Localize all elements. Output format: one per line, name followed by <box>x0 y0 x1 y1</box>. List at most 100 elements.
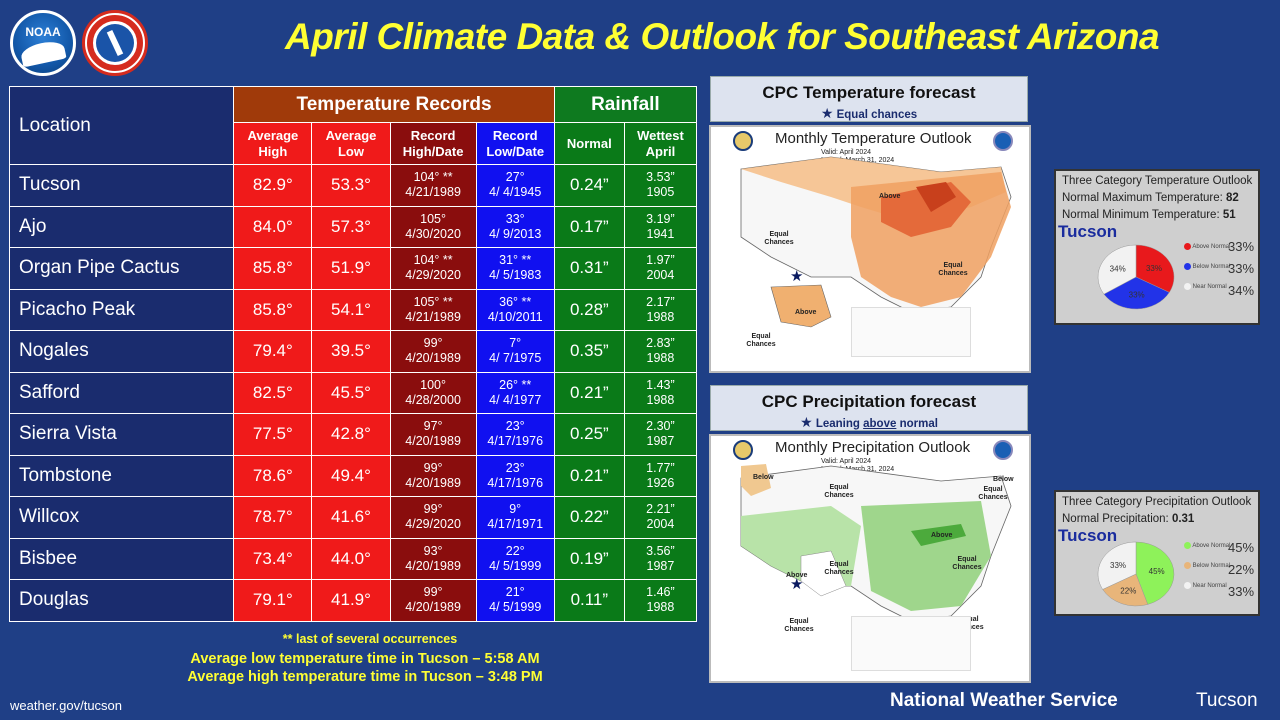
star-icon: ★ <box>800 414 813 430</box>
normal-rain-cell: 0.25” <box>553 413 625 456</box>
pie-label-below-normal: 33% <box>1129 291 1145 300</box>
location-header: Location <box>8 86 235 165</box>
precip-map-legend <box>851 616 971 671</box>
avg-low-cell: 49.4° <box>311 454 391 497</box>
pie-label-near-normal: 34% <box>1110 265 1126 274</box>
avg-high-cell: 84.0° <box>233 205 313 248</box>
precip-map-title: Monthly Precipitation Outlook <box>775 439 971 456</box>
pie-label-above-normal: 45% <box>1149 567 1165 576</box>
website-link[interactable]: weather.gov/tucson <box>10 698 123 713</box>
temp-legend-below: Below Normal <box>1184 263 1230 271</box>
table-row: Tombstone 78.6° 49.4° 99° 4/20/1989 23° 4/17/1… <box>8 454 698 497</box>
wettest-april-cell: 2.21” 2004 <box>623 496 698 539</box>
precip-label-equal1: Equal Chances <box>824 484 854 499</box>
location-cell: Bisbee <box>8 537 235 580</box>
normal-rain-header: Normal <box>553 122 625 165</box>
temp-forecast-subtitle: ★ Equal chances <box>820 105 918 121</box>
temp-pct-near: 34% <box>1228 283 1255 298</box>
normal-rain-cell: 0.35” <box>553 330 625 373</box>
above-dot-icon <box>1184 243 1191 250</box>
noaa-seal-icon <box>733 440 753 460</box>
precip-pie-chart: 45% 22% 33% <box>1097 541 1175 607</box>
avg-high-cell: 79.1° <box>233 579 313 622</box>
temp-pct-below: 33% <box>1228 261 1255 276</box>
avg-low-cell: 41.9° <box>311 579 391 622</box>
table-row: Douglas 79.1° 41.9° 99° 4/20/1989 21° 4/ 5/199… <box>8 579 698 622</box>
record-high-cell: 104° ** 4/21/1989 <box>389 164 477 207</box>
precip-outlook-map: Monthly Precipitation Outlook Valid: Apr… <box>709 434 1031 683</box>
record-high-cell: 99° 4/20/1989 <box>389 330 477 373</box>
avg-high-cell: 73.4° <box>233 537 313 580</box>
avg-low-cell: 41.6° <box>311 496 391 539</box>
precip-map-shapes <box>740 464 1012 622</box>
normal-rain-cell: 0.22” <box>553 496 625 539</box>
record-high-cell: 100° 4/28/2000 <box>389 371 477 414</box>
avg-low-cell: 54.1° <box>311 288 391 331</box>
pie-label-above-normal: 33% <box>1146 264 1162 273</box>
avg-low-cell: 53.3° <box>311 164 391 207</box>
record-low-cell: 23° 4/17/1976 <box>475 454 555 497</box>
precip-legend-above: Above Normal <box>1184 542 1230 550</box>
wettest-april-cell: 3.53” 1905 <box>623 164 698 207</box>
location-cell: Nogales <box>8 330 235 373</box>
precip-forecast-header: CPC Precipitation forecast ★ Leaning abo… <box>710 385 1028 431</box>
temp-legend-near: Near Normal <box>1184 283 1227 291</box>
record-high-cell: 104° ** 4/29/2020 <box>389 247 477 290</box>
wettest-april-cell: 2.17” 1988 <box>623 288 698 331</box>
precip-label-above1: Above <box>931 532 953 539</box>
avg-high-cell: 85.8° <box>233 247 313 290</box>
record-low-cell: 22° 4/ 5/1999 <box>475 537 555 580</box>
record-low-cell: 21° 4/ 5/1999 <box>475 579 555 622</box>
normal-rain-cell: 0.21” <box>553 454 625 497</box>
precip-label-equal5: Equal Chances <box>784 618 814 633</box>
normal-rain-cell: 0.24” <box>553 164 625 207</box>
temp-forecast-title: CPC Temperature forecast <box>762 83 976 102</box>
precip-legend-below: Below Normal <box>1184 562 1230 570</box>
record-low-cell: 33° 4/ 9/2013 <box>475 205 555 248</box>
wettest-april-cell: 2.83” 1988 <box>623 330 698 373</box>
temp-label-equal-ak: Equal Chances <box>746 333 776 348</box>
location-cell: Ajo <box>8 205 235 248</box>
near-dot-icon <box>1184 283 1191 290</box>
location-cell: Willcox <box>8 496 235 539</box>
wettest-april-cell: 2.30” 1987 <box>623 413 698 456</box>
temp-map-legend <box>851 307 971 357</box>
avg-high-cell: 82.5° <box>233 371 313 414</box>
temp-pie-box: Three Category Temperature Outlook Norma… <box>1054 169 1260 325</box>
record-low-cell: 27° 4/ 4/1945 <box>475 164 555 207</box>
avg-high-cell: 78.7° <box>233 496 313 539</box>
temp-pie-city: Tucson <box>1058 222 1118 241</box>
precip-pie-title: Three Category Precipitation Outlook <box>1062 496 1252 508</box>
precip-pie-normal: Normal Precipitation: 0.31 <box>1062 513 1195 525</box>
avg-high-header: Average High <box>233 122 313 165</box>
record-low-cell: 9° 4/17/1971 <box>475 496 555 539</box>
location-cell: Sierra Vista <box>8 413 235 456</box>
precip-label-equal2: Equal Chances <box>978 486 1008 501</box>
nws-logo <box>82 10 148 76</box>
precip-label-below: Below <box>753 474 774 481</box>
normal-rain-cell: 0.19” <box>553 537 625 580</box>
below-dot-icon <box>1184 562 1191 569</box>
avg-high-time: Average high temperature time in Tucson … <box>187 669 543 685</box>
temp-outlook-map: Monthly Temperature Outlook Valid: April… <box>709 125 1031 373</box>
precip-forecast-subtitle: ★ Leaning above normal <box>800 414 938 430</box>
table-row: Tucson 82.9° 53.3° 104° ** 4/21/1989 27° 4/ 4/… <box>8 164 698 207</box>
pie-label-near-normal: 33% <box>1110 561 1126 570</box>
table-row: Nogales 79.4° 39.5° 99° 4/20/1989 7° 4/ 7/1975… <box>8 330 698 373</box>
temp-legend-above: Above Normal <box>1184 243 1230 251</box>
record-low-cell: 23° 4/17/1976 <box>475 413 555 456</box>
temp-label-above-ak: Above <box>795 309 817 316</box>
avg-high-cell: 78.6° <box>233 454 313 497</box>
table-row: Bisbee 73.4° 44.0° 93° 4/20/1989 22° 4/ 5/1999… <box>8 537 698 580</box>
record-low-cell: 31° ** 4/ 5/1983 <box>475 247 555 290</box>
temp-label-equal2: Equal Chances <box>938 262 968 277</box>
page-title: April Climate Data & Outlook for Southea… <box>284 16 1160 57</box>
normal-rain-cell: 0.28” <box>553 288 625 331</box>
pie-slice-below-normal <box>1103 276 1170 310</box>
avg-low-time: Average low temperature time in Tucson –… <box>190 651 540 667</box>
table-row: Picacho Peak 85.8° 54.1° 105° ** 4/21/1989 36… <box>8 288 698 331</box>
temp-map-title: Monthly Temperature Outlook <box>775 130 972 147</box>
noaa-logo-icon <box>993 440 1013 460</box>
wettest-april-cell: 1.97” 2004 <box>623 247 698 290</box>
precip-label-equal4: Equal Chances <box>952 556 982 571</box>
